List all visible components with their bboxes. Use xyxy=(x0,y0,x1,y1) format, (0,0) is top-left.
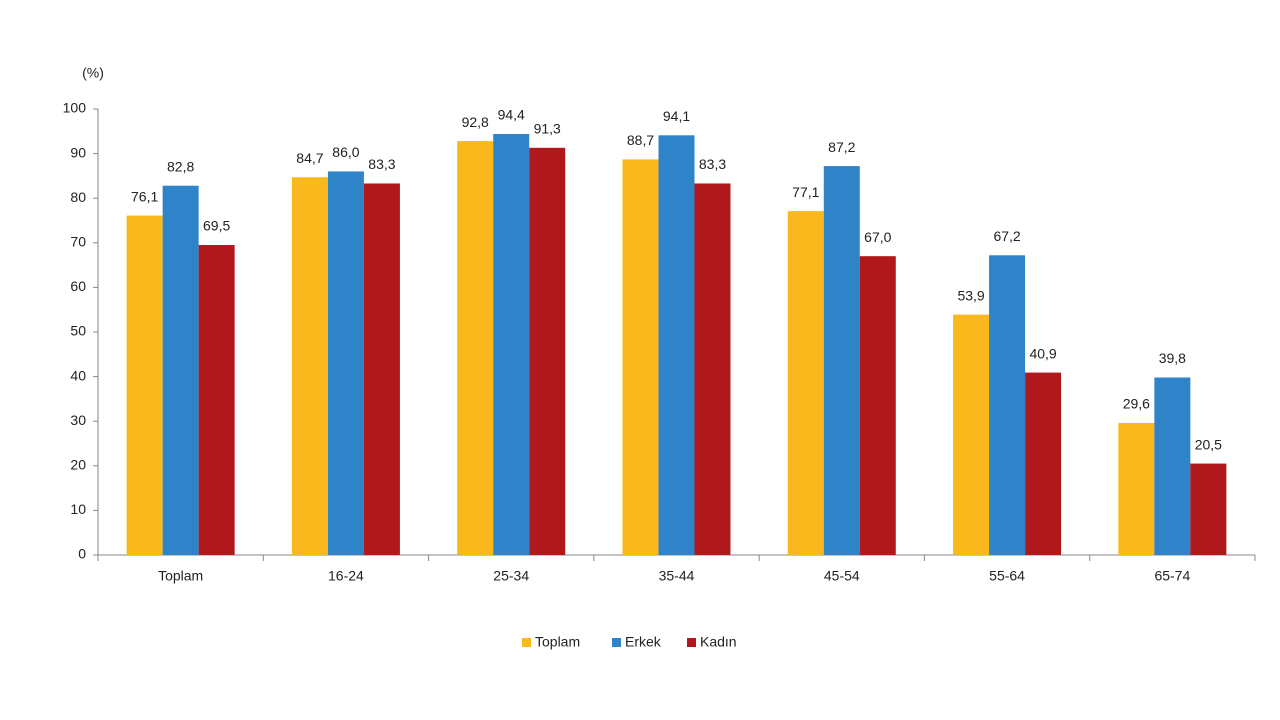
bar xyxy=(787,211,824,555)
legend-swatch xyxy=(522,638,531,647)
y-tick-label: 30 xyxy=(70,412,86,428)
x-tick-label: Toplam xyxy=(158,568,203,584)
x-tick-label: 35-44 xyxy=(659,568,695,584)
value-label: 39,8 xyxy=(1159,350,1186,366)
legend-swatch xyxy=(612,638,621,647)
value-label: 88,7 xyxy=(627,132,654,148)
bar xyxy=(493,133,530,555)
x-tick-label: 65-74 xyxy=(1154,568,1190,584)
bar xyxy=(457,141,494,555)
bar xyxy=(823,166,860,555)
value-label: 29,6 xyxy=(1123,396,1150,412)
y-tick-label: 20 xyxy=(70,457,86,473)
value-label: 87,2 xyxy=(828,139,855,155)
value-label: 91,3 xyxy=(534,121,561,137)
bar xyxy=(694,183,731,555)
value-label: 83,3 xyxy=(699,156,726,172)
x-tick-label: 16-24 xyxy=(328,568,364,584)
y-axis-label: (%) xyxy=(82,65,104,81)
value-label: 83,3 xyxy=(368,156,395,172)
y-tick-label: 70 xyxy=(70,234,86,250)
bar xyxy=(1025,372,1062,555)
value-label: 94,4 xyxy=(498,107,525,123)
bar xyxy=(953,314,990,555)
bar xyxy=(198,245,235,555)
value-label: 82,8 xyxy=(167,158,194,174)
y-tick-label: 0 xyxy=(78,546,86,562)
bar xyxy=(658,135,695,555)
value-label: 67,0 xyxy=(864,229,891,245)
y-tick-label: 90 xyxy=(70,144,86,160)
x-tick-label: 45-54 xyxy=(824,568,860,584)
bar xyxy=(291,177,328,555)
y-tick-label: 60 xyxy=(70,278,86,294)
value-label: 84,7 xyxy=(296,150,323,166)
bar xyxy=(989,255,1026,555)
legend-label: Erkek xyxy=(625,634,662,650)
value-label: 94,1 xyxy=(663,108,690,124)
bar xyxy=(529,147,566,555)
legend-swatch xyxy=(687,638,696,647)
bar xyxy=(859,256,896,555)
y-tick-label: 50 xyxy=(70,323,86,339)
bar xyxy=(327,171,364,555)
value-label: 86,0 xyxy=(332,144,359,160)
x-tick-label: 25-34 xyxy=(493,568,529,584)
bar xyxy=(1190,463,1227,555)
bar xyxy=(622,159,659,555)
bar xyxy=(1154,377,1191,555)
value-label: 20,5 xyxy=(1195,436,1222,452)
y-tick-label: 10 xyxy=(70,501,86,517)
value-label: 77,1 xyxy=(792,184,819,200)
value-label: 40,9 xyxy=(1029,345,1056,361)
bar xyxy=(162,185,199,555)
y-tick-label: 40 xyxy=(70,367,86,383)
value-label: 67,2 xyxy=(993,228,1020,244)
value-label: 53,9 xyxy=(957,287,984,303)
legend-label: Toplam xyxy=(535,634,580,650)
value-label: 69,5 xyxy=(203,218,230,234)
bar xyxy=(363,183,400,555)
legend-label: Kadın xyxy=(700,634,737,650)
y-tick-label: 80 xyxy=(70,189,86,205)
x-tick-label: 55-64 xyxy=(989,568,1025,584)
y-tick-label: 100 xyxy=(63,100,87,116)
value-label: 76,1 xyxy=(131,188,158,204)
bar xyxy=(1118,422,1155,555)
value-label: 92,8 xyxy=(462,114,489,130)
bar xyxy=(126,215,163,555)
